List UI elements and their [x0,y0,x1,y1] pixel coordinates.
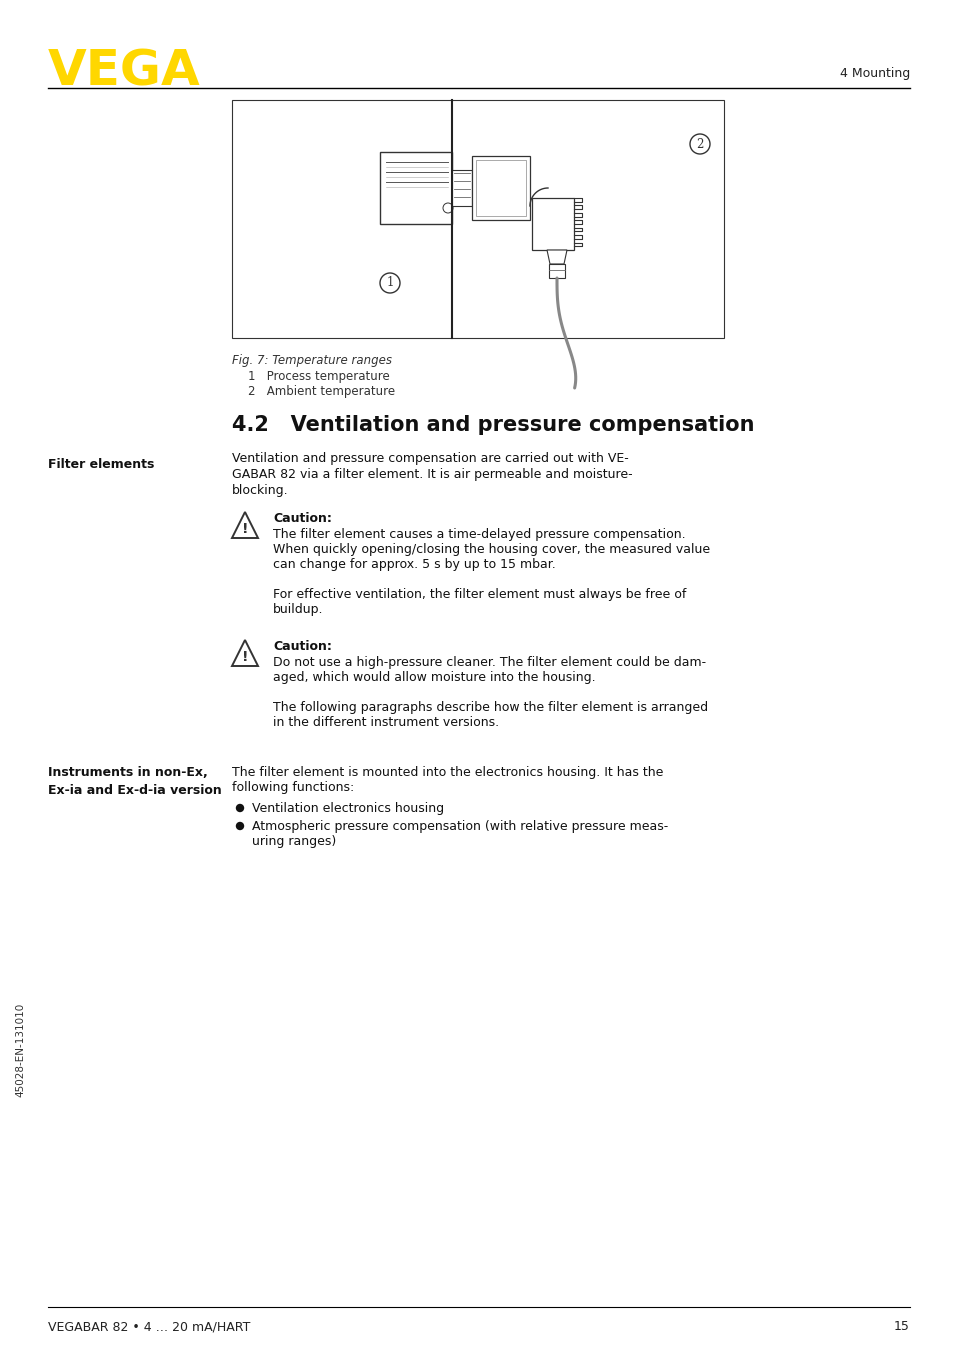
Text: blocking.: blocking. [232,483,289,497]
Text: Caution:: Caution: [273,640,332,653]
Text: VEGA: VEGA [48,47,200,96]
Text: The following paragraphs describe how the filter element is arranged: The following paragraphs describe how th… [273,701,707,714]
Text: 1   Process temperature: 1 Process temperature [248,370,390,383]
Text: 45028-EN-131010: 45028-EN-131010 [15,1003,25,1097]
Text: Do not use a high-pressure cleaner. The filter element could be dam-: Do not use a high-pressure cleaner. The … [273,655,705,669]
Text: 2   Ambient temperature: 2 Ambient temperature [248,385,395,398]
Text: Fig. 7: Temperature ranges: Fig. 7: Temperature ranges [232,353,392,367]
Text: 4.2   Ventilation and pressure compensation: 4.2 Ventilation and pressure compensatio… [232,414,754,435]
Text: The filter element causes a time-delayed pressure compensation.: The filter element causes a time-delayed… [273,528,685,542]
Bar [379,152,452,223]
Text: 2: 2 [696,138,703,150]
Text: When quickly opening/closing the housing cover, the measured value: When quickly opening/closing the housing… [273,543,709,556]
Text: Atmospheric pressure compensation (with relative pressure meas-: Atmospheric pressure compensation (with … [252,821,667,833]
Text: !: ! [241,650,248,663]
Bar [452,171,472,206]
Circle shape [236,804,243,811]
Bar [532,198,574,250]
Text: 1: 1 [386,276,394,290]
Text: For effective ventilation, the filter element must always be free of: For effective ventilation, the filter el… [273,588,685,601]
Text: Filter elements: Filter elements [48,458,154,471]
Polygon shape [546,250,566,264]
Text: 4 Mounting: 4 Mounting [839,66,909,80]
Text: The filter element is mounted into the electronics housing. It has the: The filter element is mounted into the e… [232,766,662,779]
Text: can change for approx. 5 s by up to 15 mbar.: can change for approx. 5 s by up to 15 m… [273,558,556,571]
Circle shape [236,822,243,830]
Bar [472,156,530,219]
Text: uring ranges): uring ranges) [252,835,335,848]
Text: in the different instrument versions.: in the different instrument versions. [273,716,498,728]
Bar [548,264,564,278]
Text: 15: 15 [893,1320,909,1332]
Text: following functions:: following functions: [232,781,354,793]
Text: VEGABAR 82 • 4 … 20 mA/HART: VEGABAR 82 • 4 … 20 mA/HART [48,1320,250,1332]
Text: Instruments in non-Ex,
Ex-ia and Ex-d-ia version: Instruments in non-Ex, Ex-ia and Ex-d-ia… [48,766,221,798]
Text: Ventilation and pressure compensation are carried out with VE-: Ventilation and pressure compensation ar… [232,452,628,464]
Circle shape [442,203,453,213]
Bar [476,160,525,217]
Text: aged, which would allow moisture into the housing.: aged, which would allow moisture into th… [273,672,595,684]
Text: Ventilation electronics housing: Ventilation electronics housing [252,802,444,815]
Text: !: ! [241,521,248,536]
Text: buildup.: buildup. [273,603,323,616]
Bar [232,100,723,338]
Text: Caution:: Caution: [273,512,332,525]
Text: GABAR 82 via a filter element. It is air permeable and moisture-: GABAR 82 via a filter element. It is air… [232,468,632,481]
